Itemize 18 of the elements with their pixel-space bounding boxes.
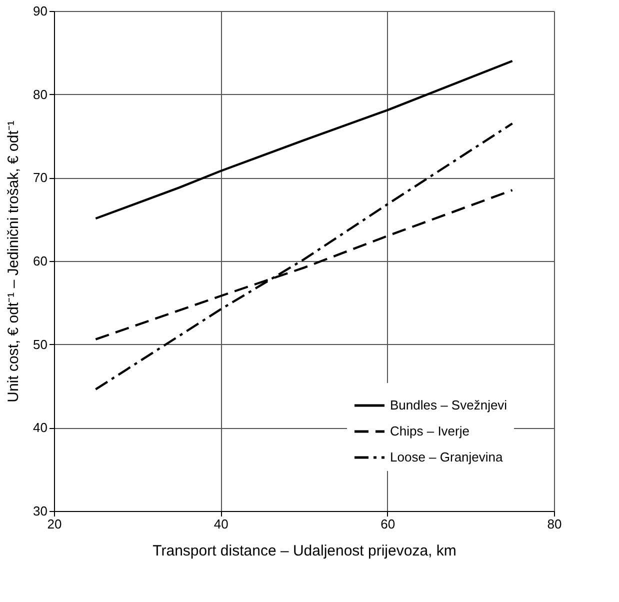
y-tick-label: 30 xyxy=(33,504,48,518)
y-tick-label: 40 xyxy=(33,420,48,436)
y-tick-label: 70 xyxy=(33,170,48,186)
x-tick-label: 60 xyxy=(380,516,396,532)
x-tick-label: 40 xyxy=(214,516,228,532)
x-tick-label: 20 xyxy=(47,516,62,532)
line-series xyxy=(94,60,514,220)
y-tick-label: 50 xyxy=(33,336,48,352)
x-axis-title: Transport distance – Udaljenost prijevoza, km xyxy=(152,542,456,560)
y-tick-label: 60 xyxy=(33,254,48,268)
y-tick-label: 90 xyxy=(33,4,48,18)
legend-label: Loose – Granjevina xyxy=(390,450,504,464)
legend-label: Chips – Iverje xyxy=(390,424,470,438)
line-series xyxy=(94,122,514,390)
legend-label: Bundles – Svežnjevi xyxy=(390,398,508,412)
x-tick-label: 80 xyxy=(547,516,562,532)
y-tick-label: 80 xyxy=(33,86,48,102)
y-axis-title: Unit cost, € odt⁻¹ – Jedinični trošak, € odt⁻¹ xyxy=(5,120,22,402)
